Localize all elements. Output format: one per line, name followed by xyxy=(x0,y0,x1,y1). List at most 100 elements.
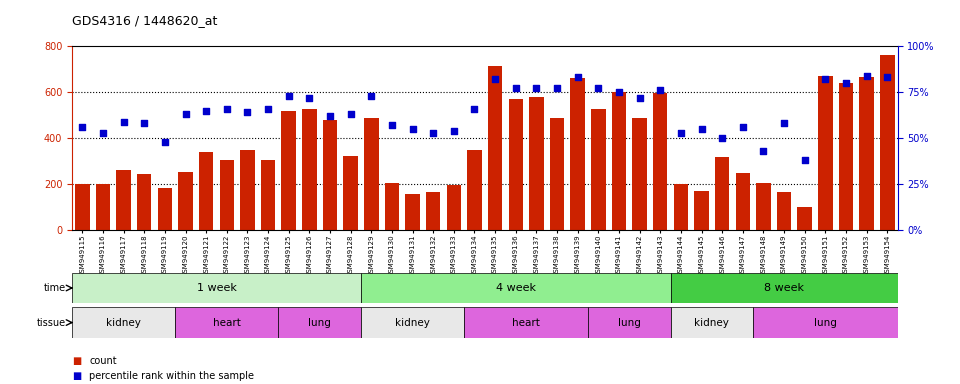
Bar xyxy=(754,307,898,338)
Point xyxy=(756,148,771,154)
Bar xyxy=(670,307,753,338)
Point xyxy=(735,124,751,130)
Point xyxy=(240,109,255,116)
Text: time: time xyxy=(44,283,66,293)
Text: heart: heart xyxy=(213,318,241,328)
Bar xyxy=(798,207,812,230)
Bar xyxy=(175,307,278,338)
Bar xyxy=(756,183,771,230)
Point xyxy=(838,80,853,86)
Point xyxy=(570,74,586,81)
Point xyxy=(590,85,606,91)
Point xyxy=(446,128,462,134)
Bar xyxy=(72,307,175,338)
Point xyxy=(136,121,152,127)
Point xyxy=(673,130,688,136)
Bar xyxy=(323,120,337,230)
Bar xyxy=(591,109,606,230)
Bar xyxy=(240,150,254,230)
Bar xyxy=(633,118,647,230)
Text: heart: heart xyxy=(512,318,540,328)
Point xyxy=(157,139,173,145)
Text: tissue: tissue xyxy=(36,318,66,328)
Bar xyxy=(465,307,588,338)
Point xyxy=(467,106,482,112)
Bar xyxy=(364,118,378,230)
Point xyxy=(75,124,90,130)
Bar xyxy=(880,55,895,230)
Point xyxy=(405,126,420,132)
Text: ■: ■ xyxy=(72,371,82,381)
Bar xyxy=(361,273,670,303)
Bar xyxy=(361,307,465,338)
Bar xyxy=(674,184,688,230)
Point xyxy=(323,113,338,119)
Text: ■: ■ xyxy=(72,356,82,366)
Bar xyxy=(72,273,361,303)
Bar xyxy=(509,99,523,230)
Point xyxy=(343,111,358,118)
Bar xyxy=(550,118,564,230)
Point xyxy=(178,111,193,118)
Bar xyxy=(426,192,441,230)
Text: lung: lung xyxy=(618,318,640,328)
Point xyxy=(632,94,647,101)
Point xyxy=(364,93,379,99)
Text: GDS4316 / 1448620_at: GDS4316 / 1448620_at xyxy=(72,14,217,27)
Bar xyxy=(570,78,585,230)
Point xyxy=(549,85,564,91)
Point xyxy=(199,108,214,114)
Bar xyxy=(446,185,461,230)
Text: 1 week: 1 week xyxy=(197,283,236,293)
Bar xyxy=(488,66,502,230)
Point xyxy=(116,119,132,125)
Text: lung: lung xyxy=(814,318,837,328)
Point xyxy=(714,135,730,141)
Point xyxy=(281,93,297,99)
Text: percentile rank within the sample: percentile rank within the sample xyxy=(89,371,254,381)
Bar xyxy=(715,157,730,230)
Bar xyxy=(694,191,708,230)
Bar xyxy=(405,194,420,230)
Bar xyxy=(96,184,110,230)
Text: count: count xyxy=(89,356,117,366)
Text: kidney: kidney xyxy=(396,318,430,328)
Bar xyxy=(179,172,193,230)
Bar xyxy=(157,188,172,230)
Text: kidney: kidney xyxy=(107,318,141,328)
Bar xyxy=(385,183,399,230)
Bar xyxy=(468,150,482,230)
Point xyxy=(425,130,441,136)
Bar xyxy=(302,109,317,230)
Bar xyxy=(344,156,358,230)
Bar xyxy=(818,76,832,230)
Point xyxy=(260,106,276,112)
Bar xyxy=(220,160,234,230)
Text: 8 week: 8 week xyxy=(764,283,804,293)
Bar xyxy=(116,170,131,230)
Bar xyxy=(278,307,361,338)
Point xyxy=(777,121,792,127)
Bar xyxy=(670,273,898,303)
Text: kidney: kidney xyxy=(694,318,730,328)
Bar xyxy=(529,97,543,230)
Bar xyxy=(75,184,89,230)
Point xyxy=(612,89,627,95)
Point xyxy=(818,76,833,82)
Point xyxy=(301,94,317,101)
Point xyxy=(95,130,110,136)
Bar xyxy=(137,174,152,230)
Text: 4 week: 4 week xyxy=(495,283,536,293)
Point xyxy=(879,74,895,81)
Point xyxy=(219,106,234,112)
Point xyxy=(488,76,503,82)
Bar xyxy=(839,83,853,230)
Point xyxy=(859,73,875,79)
Bar xyxy=(653,93,667,230)
Point xyxy=(529,85,544,91)
Point xyxy=(797,157,812,164)
Bar xyxy=(777,192,791,230)
Bar xyxy=(261,160,276,230)
Point xyxy=(508,85,523,91)
Bar xyxy=(612,92,626,230)
